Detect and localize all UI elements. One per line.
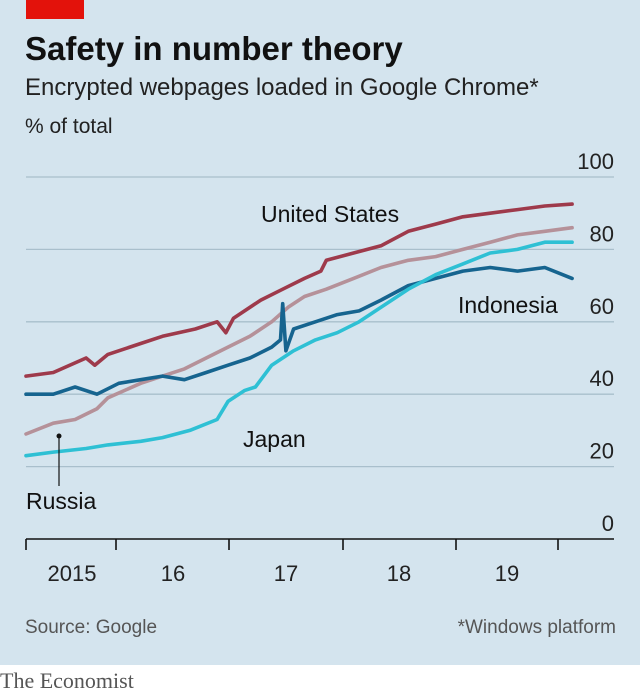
y-tick-label-20: 20 — [590, 439, 614, 464]
y-tick-label-0: 0 — [602, 511, 614, 536]
series-label-japan: Japan — [243, 426, 306, 452]
series-label-russia: Russia — [26, 488, 97, 514]
series-line-united-states — [24, 202, 574, 378]
footnote: *Windows platform — [457, 617, 616, 638]
chart-title: Safety in number theory — [25, 30, 403, 67]
x-tick-label-19: 19 — [495, 561, 519, 586]
unit-label: % of total — [25, 115, 113, 138]
x-tick-label-16: 16 — [161, 561, 185, 586]
chart-card: Safety in number theory Encrypted webpag… — [0, 0, 640, 665]
series-label-indonesia: Indonesia — [458, 292, 558, 318]
x-tick-label-17: 17 — [274, 561, 298, 586]
brand-red-bar — [26, 0, 84, 19]
series-line-indonesia — [24, 265, 574, 396]
x-tick-label-18: 18 — [387, 561, 411, 586]
russia-label-dot — [56, 433, 62, 439]
publication-brand: The Economist — [0, 668, 134, 693]
line-chart: United States Indonesia Japan Russia 0 20… — [24, 150, 614, 586]
source-note: Source: Google — [25, 617, 158, 638]
y-tick-label-40: 40 — [590, 366, 614, 391]
y-tick-label-100: 100 — [577, 150, 614, 174]
y-tick-label-60: 60 — [590, 294, 614, 319]
series-line-japan — [24, 240, 574, 458]
series-label-united-states: United States — [261, 201, 399, 227]
y-tick-label-80: 80 — [590, 221, 614, 246]
series-line-russia — [24, 225, 574, 436]
x-tick-label-2015: 2015 — [48, 561, 97, 586]
chart-subtitle: Encrypted webpages loaded in Google Chro… — [25, 74, 539, 101]
